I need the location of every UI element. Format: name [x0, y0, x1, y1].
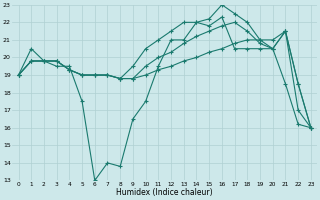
X-axis label: Humidex (Indice chaleur): Humidex (Indice chaleur): [116, 188, 213, 197]
